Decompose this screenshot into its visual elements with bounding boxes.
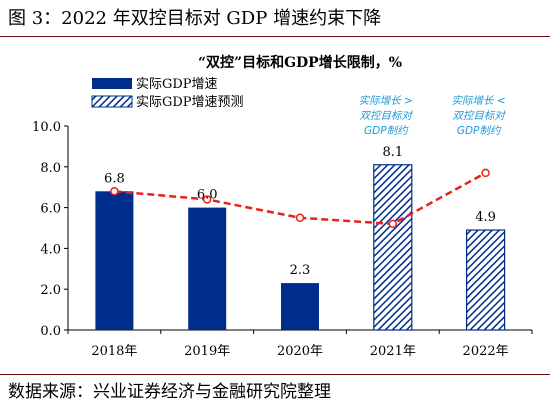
- forecast-bar: [373, 164, 413, 331]
- annotation-note: 实际增长 <双控目标对 GDP制约: [452, 95, 507, 137]
- legend-swatch-actual: [92, 78, 132, 89]
- dashed-line-series: [110, 168, 490, 229]
- annotation-note: 实际增长 >双控目标对 GDP制约: [359, 95, 414, 137]
- legend-swatch-forecast: [91, 95, 133, 108]
- legend-label: 实际GDP增速预测: [136, 95, 244, 110]
- bar-value-label: 6.8: [104, 171, 125, 186]
- line-point: [295, 213, 305, 223]
- line-point: [481, 168, 490, 178]
- bar-value-label: 8.1: [382, 145, 403, 160]
- data-labels: 6.8 6.0 2.3 8.1 4.9: [104, 145, 496, 278]
- chart-title: “双控”目标和GDP增长限制，%: [198, 54, 402, 71]
- bar-value-label: 2.3: [290, 263, 311, 278]
- line-point: [388, 219, 398, 229]
- x-tick-label: 2020年: [277, 344, 323, 359]
- x-tick-label: 2018年: [91, 344, 137, 359]
- y-tick-label: 6.0: [40, 202, 61, 217]
- forecast-bar: [466, 229, 506, 331]
- axes: 0.0 2.0 4.0 6.0 8.0 10.0 2018年 2019年 2020年 2021年 2…: [32, 120, 533, 359]
- actual-bar: [281, 283, 319, 330]
- line-point: [110, 187, 119, 196]
- legend-label: 实际GDP增速: [136, 77, 218, 92]
- y-tick-label: 10.0: [32, 120, 61, 135]
- line-point: [202, 195, 212, 204]
- y-tick-label: 0.0: [40, 324, 61, 339]
- bottom-rule: [0, 374, 550, 375]
- top-rule: [0, 36, 550, 37]
- x-tick-label: 2019年: [184, 344, 230, 359]
- y-tick-label: 8.0: [40, 161, 61, 176]
- bar-value-label: 6.0: [197, 188, 218, 203]
- y-tick-label: 2.0: [40, 283, 61, 298]
- x-tick-label: 2022年: [463, 344, 509, 359]
- actual-bar: [188, 207, 227, 330]
- actual-bar: [95, 191, 134, 330]
- bar-value-label: 4.9: [475, 210, 496, 225]
- bars: [95, 164, 506, 331]
- source-note: 数据来源：兴业证券经济与金融研究院整理: [8, 382, 331, 402]
- figure-title: 图 3：2022 年双控目标对 GDP 增速约束下降: [8, 8, 382, 29]
- y-tick-label: 4.0: [40, 242, 61, 257]
- x-tick-label: 2021年: [370, 344, 416, 359]
